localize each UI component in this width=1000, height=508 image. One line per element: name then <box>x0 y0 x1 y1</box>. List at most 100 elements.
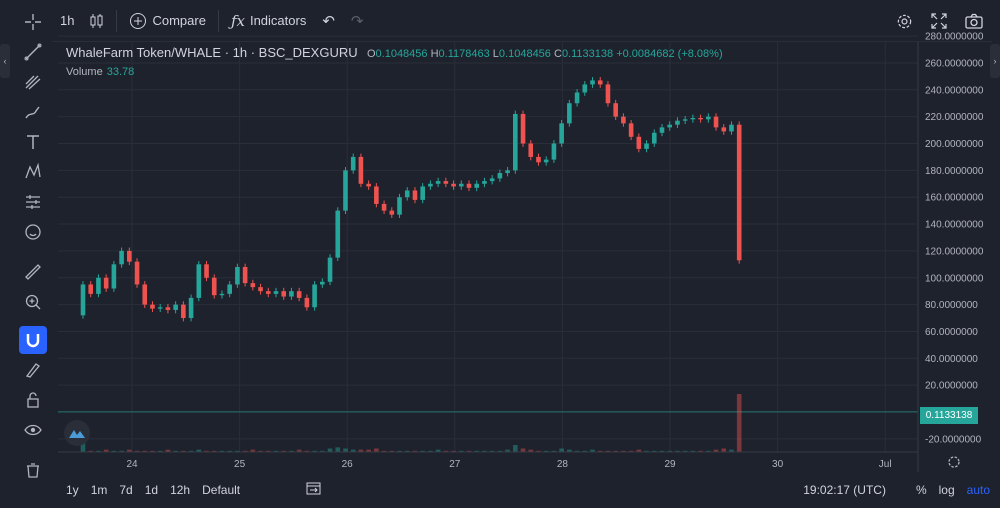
x-tick-label: 24 <box>126 459 138 470</box>
volume-bar <box>335 447 341 452</box>
volume-bar <box>327 448 333 452</box>
volume-bar <box>451 450 456 452</box>
log-toggle[interactable]: log <box>938 483 955 497</box>
volume-bar <box>458 450 464 452</box>
candle-body <box>536 156 541 163</box>
volume-label: Volume <box>66 66 103 78</box>
volume-bar <box>389 450 395 452</box>
fullscreen-button[interactable] <box>922 6 956 36</box>
clock-time[interactable]: 19:02:17 (UTC) <box>803 483 886 497</box>
eye-icon <box>24 424 42 436</box>
volume-bar <box>435 449 441 452</box>
undo-button[interactable]: ↶ <box>314 6 343 36</box>
volume-bar <box>636 449 642 452</box>
prediction-tool[interactable] <box>19 188 47 216</box>
volume-bar <box>651 450 657 452</box>
range-1d[interactable]: 1d <box>144 483 159 497</box>
auto-toggle[interactable]: auto <box>966 483 990 497</box>
brush-icon <box>25 106 40 119</box>
candle-body <box>119 250 124 265</box>
candle-body <box>343 170 348 211</box>
volume-bar <box>690 450 696 452</box>
logo-icon <box>69 430 85 438</box>
left-collapse-handle[interactable]: ‹ <box>0 44 10 78</box>
candle-body <box>304 297 310 308</box>
magnet-tool[interactable] <box>19 326 47 354</box>
x-tick-label: 26 <box>342 459 354 470</box>
range-12h[interactable]: 12h <box>170 483 191 497</box>
dexguru-logo[interactable] <box>64 420 90 446</box>
candle-body <box>227 284 232 294</box>
gear-icon <box>897 14 912 28</box>
date-range-button[interactable] <box>300 482 327 498</box>
fib-tool[interactable] <box>19 68 47 96</box>
volume-bar <box>482 450 487 452</box>
x-tick-label: 25 <box>234 459 246 470</box>
lock-open-icon <box>27 392 39 408</box>
volume-bar <box>682 450 688 452</box>
volume-bar <box>497 450 503 452</box>
crosshair-tool[interactable] <box>19 8 47 36</box>
compare-button[interactable]: Compare <box>121 6 213 36</box>
screenshot-button[interactable] <box>956 6 992 36</box>
volume-series <box>80 394 742 452</box>
volume-bar <box>659 450 665 452</box>
x-tick-label: 28 <box>557 459 569 470</box>
candle-body <box>435 181 441 184</box>
hide-tool[interactable] <box>19 416 47 444</box>
stay-in-drawing-tool[interactable] <box>19 356 47 384</box>
candle-body <box>667 124 673 128</box>
candle-body <box>196 264 202 298</box>
text-icon <box>27 135 39 149</box>
interval-button[interactable]: 1h <box>60 13 75 28</box>
volume-bar <box>551 450 557 452</box>
candle-body <box>188 297 194 319</box>
candle-body <box>690 117 696 120</box>
emoji-tool[interactable] <box>19 218 47 246</box>
measure-tool[interactable] <box>19 258 47 286</box>
lock-tool[interactable] <box>19 386 47 414</box>
volume-bar <box>142 450 148 452</box>
volume-bar <box>675 450 680 452</box>
candle-body <box>312 284 317 308</box>
settings-button[interactable] <box>887 6 922 36</box>
range-1y[interactable]: 1y <box>66 483 79 497</box>
trendline-tool[interactable] <box>19 38 47 66</box>
forecast-icon <box>26 195 40 209</box>
y-tick-label: 140.0000000 <box>925 220 984 231</box>
axis-settings-icon[interactable] <box>948 456 960 468</box>
volume-bar <box>543 450 549 452</box>
volume-bar <box>250 449 256 452</box>
time-axis[interactable]: 24 25 26 27 28 29 30 Jul <box>58 451 960 470</box>
y-tick-label: 180.0000000 <box>925 166 984 177</box>
volume-bar <box>127 449 132 452</box>
symbol-title[interactable]: WhaleFarm Token/WHALE · 1h · BSC_DEXGURU <box>66 45 358 60</box>
redo-button[interactable]: ↷ <box>343 6 372 36</box>
candles-icon <box>90 13 103 28</box>
candle-body <box>682 119 688 121</box>
candle-body <box>551 143 557 160</box>
brush-tool[interactable] <box>19 98 47 126</box>
range-default[interactable]: Default <box>202 483 241 497</box>
range-1m[interactable]: 1m <box>90 483 108 497</box>
volume-bar <box>698 450 703 452</box>
y-tick-label: 120.0000000 <box>925 246 984 257</box>
y-tick-label: 260.0000000 <box>925 58 984 69</box>
delete-tool[interactable] <box>19 456 47 484</box>
text-tool[interactable] <box>19 128 47 156</box>
chart-type-button[interactable] <box>82 6 112 36</box>
high-value: 0.1178463 <box>438 48 490 60</box>
zoom-tool[interactable] <box>19 288 47 316</box>
x-tick-label: 27 <box>449 459 461 470</box>
candle-body <box>713 116 719 128</box>
indicators-button[interactable]: ƒx Indicators <box>223 6 314 36</box>
percent-toggle[interactable]: % <box>915 483 927 497</box>
pattern-tool[interactable] <box>19 158 47 186</box>
right-collapse-handle[interactable]: › <box>990 44 1000 78</box>
range-7d[interactable]: 7d <box>119 483 133 497</box>
price-axis[interactable]: 280.0000000260.0000000240.0000000220.000… <box>917 32 984 472</box>
y-tick-label: 80.0000000 <box>925 300 978 311</box>
candle-body <box>644 143 649 149</box>
volume-bar <box>265 450 271 452</box>
volume-bar <box>736 394 742 452</box>
